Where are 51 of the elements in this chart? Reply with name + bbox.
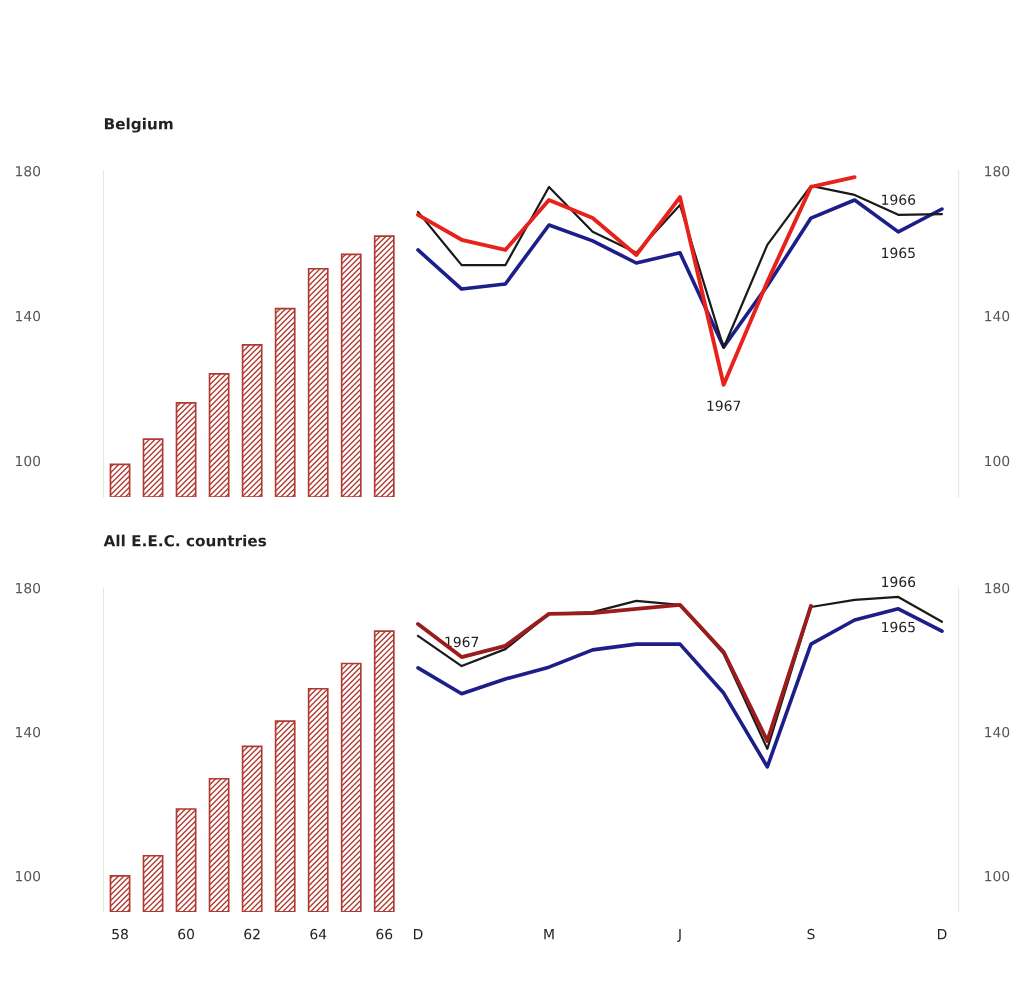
bar — [241, 745, 263, 912]
series-label: 1966 — [882, 194, 916, 205]
y-tick-label: 140 — [985, 310, 1010, 322]
bar — [142, 438, 164, 498]
y-tick-label: 100 — [16, 455, 41, 467]
series-label: 1965 — [882, 247, 915, 259]
y-tick-label: 140 — [985, 726, 1010, 738]
bar — [109, 463, 131, 498]
bar — [307, 687, 329, 912]
x-tick-label: 64 — [310, 928, 327, 940]
y-tick-label: 180 — [16, 165, 41, 177]
bar — [274, 307, 296, 498]
x-tick-label: 58 — [112, 928, 128, 940]
y-tick-label: 180 — [985, 165, 1010, 177]
chart-title: Belgium — [104, 117, 173, 133]
y-tick-label: 180 — [16, 582, 41, 594]
bar — [109, 875, 131, 912]
bar — [274, 720, 296, 912]
line-series — [416, 607, 944, 769]
x-tick-label: D — [937, 929, 947, 940]
series-label: 1967 — [707, 400, 741, 411]
bar — [175, 808, 197, 912]
bar — [241, 344, 263, 498]
x-tick-label: 66 — [376, 928, 393, 940]
bar — [307, 267, 329, 498]
y-tick-label: 180 — [985, 582, 1010, 594]
x-tick-label: J — [677, 929, 681, 942]
bar — [373, 235, 395, 498]
y-tick-label: 140 — [16, 726, 41, 738]
x-tick-label: D — [414, 929, 423, 940]
y-tick-label: 100 — [985, 870, 1010, 882]
bar — [208, 777, 230, 912]
chart-title: All E.E.C. countries — [103, 534, 267, 547]
bar — [340, 662, 362, 912]
line-series — [416, 602, 813, 743]
series-label: 1966 — [882, 576, 916, 588]
x-tick-label: M — [544, 929, 554, 940]
x-tick-label: 60 — [178, 928, 195, 940]
y-tick-label: 100 — [16, 870, 41, 882]
line-series — [416, 175, 857, 387]
bar — [208, 373, 230, 498]
bar — [142, 854, 164, 912]
bar — [373, 630, 395, 912]
bar — [175, 401, 197, 498]
bar — [340, 253, 362, 498]
y-tick-label: 100 — [985, 455, 1010, 467]
x-tick-label: 62 — [244, 928, 260, 940]
y-tick-label: 140 — [16, 310, 41, 322]
x-tick-label: S — [807, 928, 815, 940]
series-label: 1965 — [882, 621, 915, 633]
series-label: 1967 — [445, 636, 479, 648]
